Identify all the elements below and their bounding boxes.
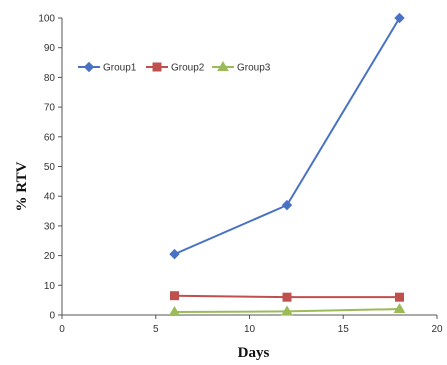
data-point	[169, 248, 180, 260]
data-point	[393, 303, 406, 314]
legend-item: Group3	[212, 61, 271, 74]
x-axis-title: Days	[238, 345, 270, 361]
legend-label: Group3	[237, 63, 271, 74]
legend-label: Group2	[171, 63, 205, 74]
data-point	[395, 292, 404, 302]
y-tick-label: 10	[44, 281, 56, 292]
legend-marker	[83, 61, 95, 73]
y-tick-label: 60	[44, 132, 56, 143]
y-tick-label: 90	[44, 43, 56, 54]
legend: Group1 Group2 Group3	[78, 61, 271, 74]
series-layer	[168, 12, 406, 317]
x-axis-ticks: 0 5 10 15 20	[59, 315, 443, 335]
y-tick-label: 0	[49, 311, 55, 322]
data-point	[281, 305, 293, 316]
x-tick-label: 0	[59, 324, 65, 335]
y-tick-label: 70	[44, 103, 56, 114]
series-line	[174, 17, 401, 256]
y-tick-label: 40	[44, 192, 56, 203]
y-tick-label: 50	[44, 162, 56, 173]
series-group2	[170, 291, 404, 302]
x-tick-label: 10	[244, 324, 256, 335]
y-tick-label: 100	[38, 14, 55, 25]
y-tick-label: 20	[44, 251, 56, 262]
y-tick-label: 30	[44, 221, 56, 232]
data-point	[281, 199, 293, 211]
y-axis-ticks: 0 10 20 30 40 50 60 70 80 90 100	[38, 14, 62, 322]
x-tick-label: 5	[153, 324, 159, 335]
y-axis-title: % RTV	[14, 161, 30, 211]
x-tick-label: 20	[431, 324, 443, 335]
legend-item: Group1	[78, 61, 137, 74]
legend-item: Group2	[146, 62, 205, 74]
y-tick-label: 80	[44, 73, 56, 84]
legend-marker	[152, 62, 162, 72]
data-point	[282, 292, 292, 302]
x-tick-label: 15	[338, 324, 350, 335]
series-group3	[168, 303, 406, 317]
legend-marker	[217, 61, 229, 71]
series-group1	[169, 12, 405, 260]
data-point	[170, 291, 179, 301]
legend-label: Group1	[103, 63, 137, 74]
data-point	[168, 306, 181, 317]
data-point	[394, 12, 405, 24]
